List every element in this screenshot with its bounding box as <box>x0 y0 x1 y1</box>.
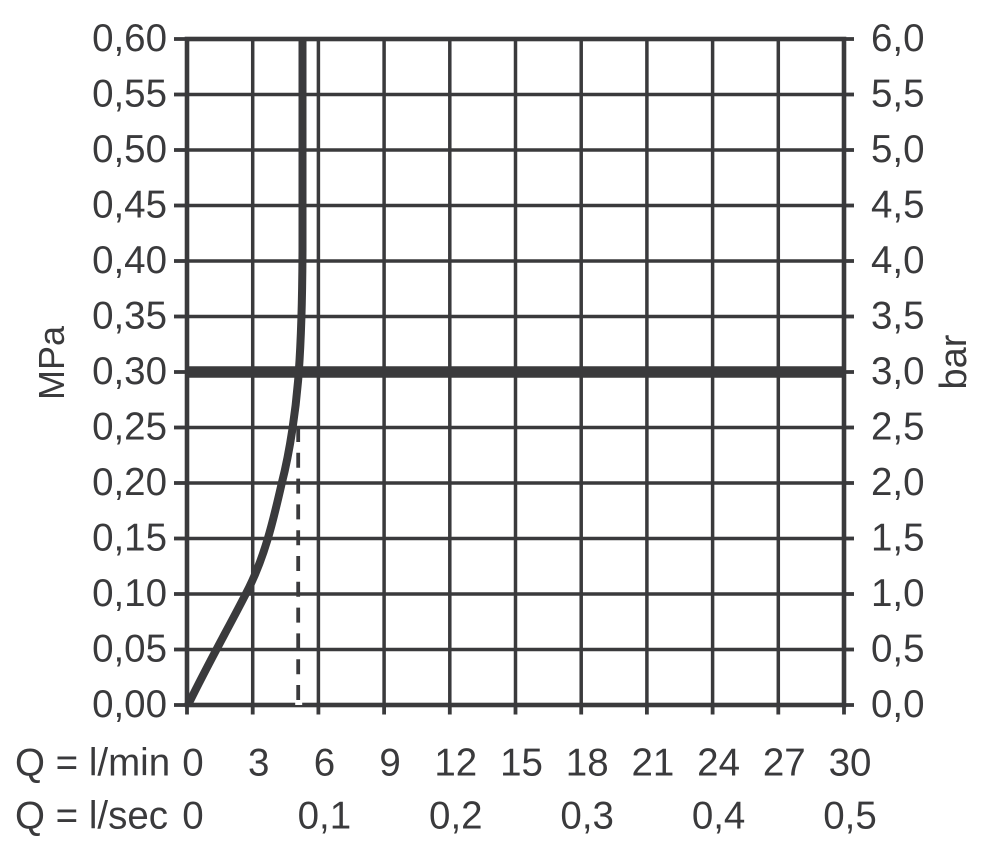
svg-text:MPa: MPa <box>31 325 72 400</box>
svg-text:4,5: 4,5 <box>871 184 925 227</box>
svg-text:3,5: 3,5 <box>871 295 925 338</box>
svg-text:5,5: 5,5 <box>871 73 925 116</box>
svg-text:1,5: 1,5 <box>871 517 925 560</box>
svg-text:Q = l/min: Q = l/min <box>15 742 170 785</box>
svg-text:0,5: 0,5 <box>871 628 925 671</box>
svg-text:0,25: 0,25 <box>92 406 167 449</box>
svg-text:5,0: 5,0 <box>871 128 925 171</box>
svg-text:0,55: 0,55 <box>92 73 167 116</box>
svg-text:0,60: 0,60 <box>92 17 167 60</box>
svg-text:0,45: 0,45 <box>92 184 167 227</box>
svg-text:30: 30 <box>829 742 872 785</box>
svg-text:18: 18 <box>566 742 609 785</box>
svg-text:0,30: 0,30 <box>92 350 167 393</box>
svg-text:0,05: 0,05 <box>92 628 167 671</box>
svg-text:9: 9 <box>379 742 400 785</box>
svg-text:0,20: 0,20 <box>92 461 167 504</box>
svg-text:21: 21 <box>631 742 674 785</box>
svg-text:0,4: 0,4 <box>692 795 746 838</box>
svg-text:3: 3 <box>248 742 269 785</box>
svg-text:0,5: 0,5 <box>823 795 877 838</box>
svg-text:1,0: 1,0 <box>871 572 925 615</box>
svg-text:0,10: 0,10 <box>92 572 167 615</box>
svg-text:0,40: 0,40 <box>92 239 167 282</box>
svg-text:27: 27 <box>763 742 806 785</box>
svg-text:2,0: 2,0 <box>871 461 925 504</box>
svg-text:3,0: 3,0 <box>871 350 925 393</box>
svg-text:24: 24 <box>697 742 740 785</box>
svg-text:0,35: 0,35 <box>92 295 167 338</box>
svg-text:15: 15 <box>500 742 543 785</box>
svg-text:0,50: 0,50 <box>92 128 167 171</box>
svg-text:0,2: 0,2 <box>429 795 483 838</box>
svg-text:2,5: 2,5 <box>871 406 925 449</box>
svg-text:12: 12 <box>434 742 477 785</box>
svg-text:0: 0 <box>182 795 203 838</box>
svg-text:0,15: 0,15 <box>92 517 167 560</box>
svg-text:0: 0 <box>182 742 203 785</box>
svg-text:Q = l/sec: Q = l/sec <box>15 795 168 838</box>
svg-text:0,1: 0,1 <box>298 795 352 838</box>
svg-text:6: 6 <box>314 742 335 785</box>
svg-text:bar: bar <box>933 334 975 389</box>
svg-text:0,00: 0,00 <box>92 683 167 726</box>
svg-text:0,0: 0,0 <box>871 683 925 726</box>
svg-text:6,0: 6,0 <box>871 17 925 60</box>
svg-text:0,3: 0,3 <box>560 795 614 838</box>
svg-text:4,0: 4,0 <box>871 239 925 282</box>
